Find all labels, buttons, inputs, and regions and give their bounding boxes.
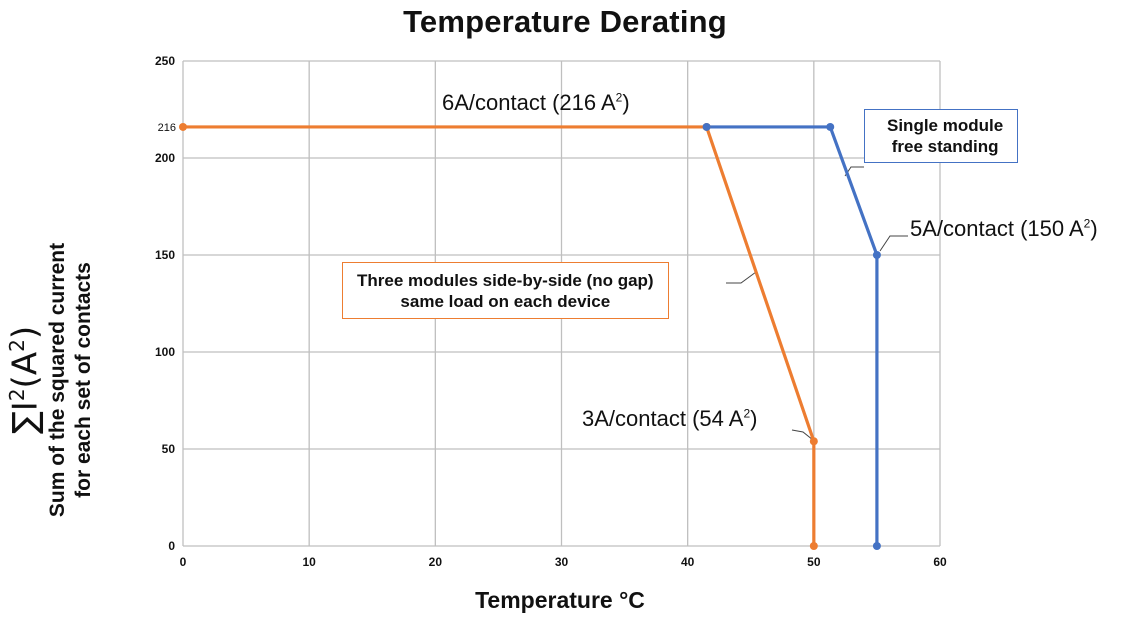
y-axis-symbol: ∑I2(A2)	[5, 325, 46, 435]
annotation-leaders	[726, 166, 908, 441]
tick-labels: 0 10 20 30 40 50 60 0 50 100 150 200 250 216	[155, 54, 947, 569]
y-tick-100: 100	[155, 345, 175, 359]
series-1-point-1	[826, 122, 835, 131]
orange-series-callout: Three modules side-by-side (no gap) same…	[342, 262, 669, 319]
grid-lines	[182, 60, 941, 547]
series-0-point-0	[179, 122, 187, 131]
y-tick-50: 50	[162, 442, 176, 456]
y-tick-216: 216	[158, 122, 176, 134]
y-tick-200: 200	[155, 151, 175, 165]
y-tick-150: 150	[155, 248, 175, 262]
series-1-point-2	[872, 251, 881, 259]
leader-orange-box	[726, 271, 757, 284]
y-axis-label-line2: for each set of contacts	[72, 262, 96, 498]
leader-5a	[879, 235, 908, 252]
y-tick-250: 250	[155, 54, 175, 68]
annotation-5a: 5A/contact (150 A2)	[910, 216, 1098, 241]
x-tick-20: 20	[429, 555, 443, 569]
x-tick-10: 10	[302, 555, 316, 569]
y-tick-0: 0	[168, 539, 175, 553]
x-tick-60: 60	[933, 555, 947, 569]
series-1-point-3	[872, 542, 881, 550]
x-tick-30: 30	[555, 555, 569, 569]
series-lines	[183, 125, 879, 546]
series-markers	[179, 122, 881, 550]
annotation-6a: 6A/contact (216 A2)	[442, 90, 630, 115]
series-1-point-0	[702, 122, 711, 131]
y-axis-label: ∑I2(A2) Sum of the squared current for e…	[0, 165, 109, 595]
series-line-1	[706, 125, 879, 546]
chart-title: Temperature Derating	[403, 4, 727, 39]
series-0-point-3	[809, 542, 818, 550]
leader-3a	[791, 429, 814, 441]
x-tick-40: 40	[681, 555, 695, 569]
series-0-point-2	[809, 437, 818, 446]
x-tick-0: 0	[180, 555, 187, 569]
annotation-3a: 3A/contact (54 A2)	[582, 406, 758, 431]
x-axis-label: Temperature °C	[475, 587, 645, 613]
x-tick-50: 50	[807, 555, 821, 569]
y-axis-label-line1: Sum of the squared current	[46, 242, 70, 518]
series-line-0	[183, 125, 816, 546]
blue-series-callout: Single module free standing	[864, 109, 1019, 163]
